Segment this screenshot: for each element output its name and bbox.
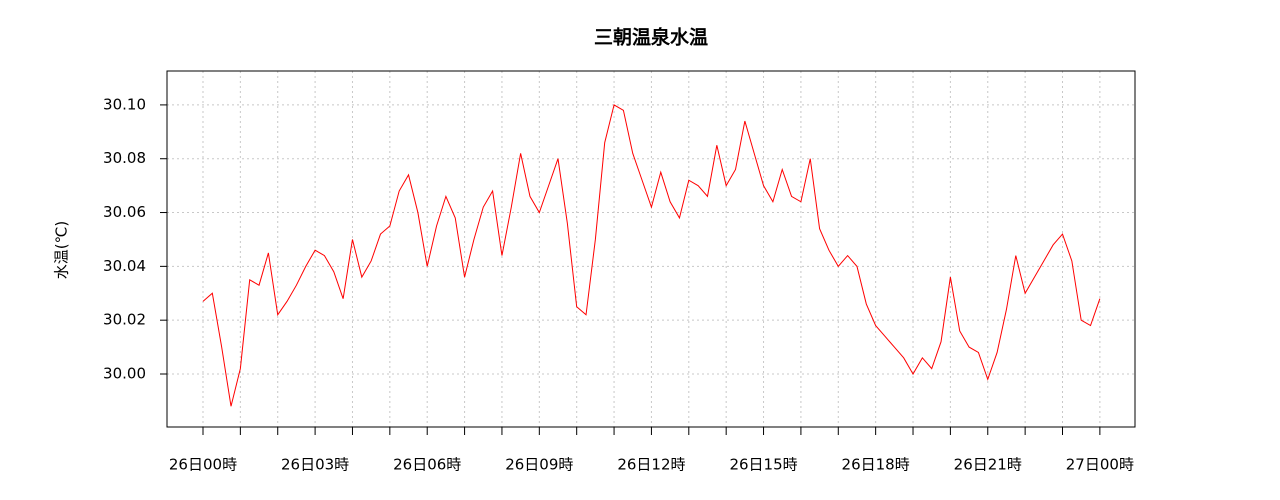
x-tick-label: 26日03時: [281, 456, 349, 474]
x-tick-label: 26日00時: [169, 456, 237, 474]
x-tick-label: 26日18時: [842, 456, 910, 474]
x-tick-label: 26日06時: [393, 456, 461, 474]
x-tick-label: 26日15時: [729, 456, 797, 474]
x-tick-label: 27日00時: [1066, 456, 1134, 474]
y-tick-label: 30.08: [103, 149, 146, 167]
data-line: [202, 104, 1101, 407]
y-tick-label: 30.00: [103, 364, 146, 382]
plot-frame: [166, 70, 1136, 428]
x-tick-label: 26日21時: [954, 456, 1022, 474]
y-tick-label: 30.04: [103, 257, 146, 275]
x-tick-label: 26日09時: [505, 456, 573, 474]
y-tick-label: 30.06: [103, 203, 146, 221]
y-axis-label: 水温(℃): [53, 221, 71, 280]
chart-title: 三朝温泉水温: [594, 26, 708, 49]
x-tick-label: 26日12時: [617, 456, 685, 474]
y-tick-label: 30.02: [103, 311, 146, 329]
y-tick-label: 30.10: [103, 95, 146, 113]
